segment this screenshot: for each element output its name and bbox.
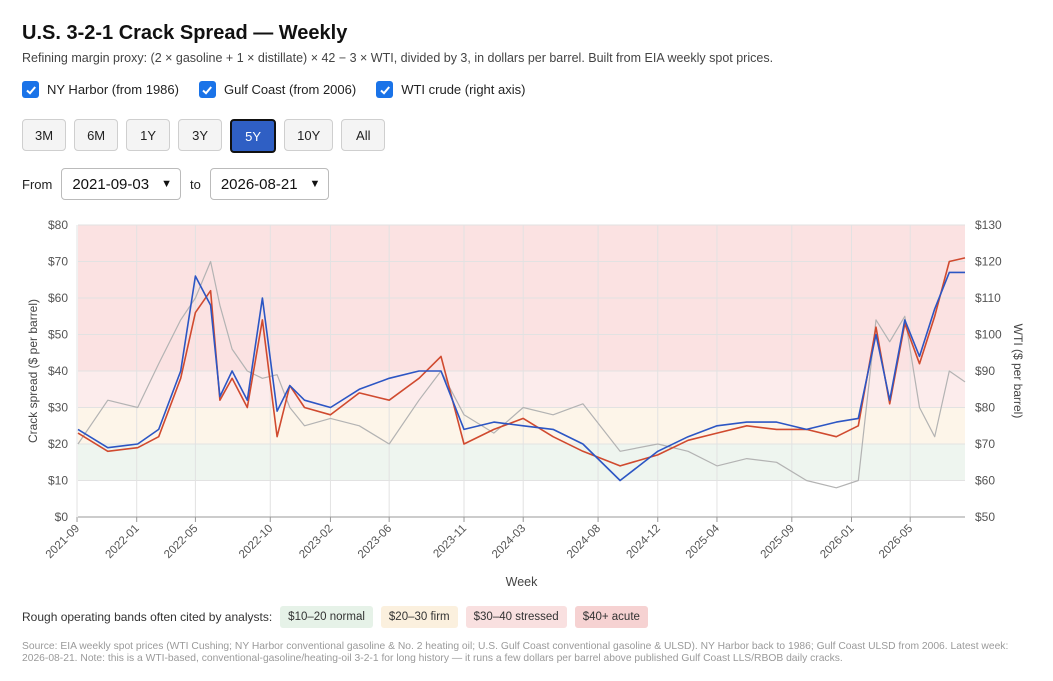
toggle-label: Gulf Coast (from 2006): [223, 82, 357, 97]
to-label: to: [189, 176, 201, 192]
range-button-10y[interactable]: 10Y: [284, 119, 334, 151]
chevron-down-icon: ▼: [161, 178, 172, 190]
y-tick-label: $60: [48, 291, 68, 305]
y2-tick-label: $50: [975, 510, 995, 524]
y-tick-label: $30: [48, 401, 68, 415]
y2-tick-label: $90: [975, 364, 995, 378]
checkbox-checked-icon[interactable]: [376, 81, 394, 98]
x-tick-label: 2024-12: [625, 523, 663, 561]
x-tick-label: 2023-06: [356, 523, 394, 561]
date-range-controls: From 2021-09-03 ▼ to 2026-08-21 ▼: [22, 168, 330, 200]
from-label: From: [22, 176, 53, 192]
y2-tick-label: $110: [975, 291, 1001, 305]
toggle-label: WTI crude (right axis): [401, 82, 526, 97]
operating-bands-legend: Rough operating bands often cited by ana…: [22, 606, 648, 628]
range-button-all[interactable]: All: [341, 119, 386, 151]
checkbox-checked-icon[interactable]: [22, 81, 39, 98]
page-subtitle: Refining margin proxy: (2 × gasoline + 1…: [22, 51, 774, 65]
band-chip-normal: $10–20 normal: [280, 606, 373, 628]
y2-tick-label: $100: [975, 328, 1002, 342]
toggle-ny-harbor[interactable]: NY Harbor (from 1986): [22, 81, 179, 98]
from-date-select[interactable]: 2021-09-03 ▼: [61, 168, 181, 200]
y-tick-label: $80: [48, 218, 68, 232]
range-buttons: 3M 6M 1Y 3Y 5Y 10Y All: [22, 119, 386, 153]
range-button-5y[interactable]: 5Y: [230, 119, 277, 153]
range-button-6m[interactable]: 6M: [74, 119, 119, 151]
page-title: U.S. 3-2-1 Crack Spread — Weekly: [22, 22, 348, 44]
checkbox-checked-icon[interactable]: [198, 81, 216, 98]
x-tick-label: 2022-10: [237, 523, 275, 561]
range-button-3m[interactable]: 3M: [22, 119, 67, 151]
toggle-gulf-coast[interactable]: Gulf Coast (from 2006): [198, 81, 357, 98]
y-tick-label: $40: [48, 364, 68, 378]
source-note: Source: EIA weekly spot prices (WTI Cush…: [22, 641, 1009, 664]
x-axis-title: Week: [506, 575, 538, 589]
y2-tick-label: $120: [975, 255, 1002, 269]
x-tick-label: 2023-11: [431, 523, 469, 561]
x-tick-label: 2024-08: [565, 523, 603, 561]
to-date-value: 2026-08-21: [220, 175, 298, 193]
y-tick-label: $10: [48, 474, 68, 488]
y-tick-label: $70: [48, 255, 68, 269]
band-chip-stressed: $30–40 stressed: [465, 606, 567, 628]
y-tick-label: $20: [48, 437, 68, 451]
y2-tick-label: $80: [975, 401, 995, 415]
crack-spread-chart: $0 $50 $10 $60 $20 $70 $30 $80 $40 $90 $50 $100 $60 $…: [26, 218, 1025, 589]
x-tick-label: 2026-01: [818, 523, 856, 561]
y2-tick-label: $130: [975, 218, 1002, 232]
band-region-3: [78, 371, 965, 408]
toggle-wti-crude[interactable]: WTI crude (right axis): [376, 81, 525, 98]
from-date-value: 2021-09-03: [72, 175, 150, 193]
range-button-3y[interactable]: 3Y: [178, 119, 223, 151]
x-tick-label: 2025-04: [684, 522, 723, 561]
x-tick-label: 2024-03: [490, 523, 528, 561]
chevron-down-icon: ▼: [309, 178, 321, 190]
series-line-wti: [77, 260, 966, 489]
series-line-gulf-coast: [77, 271, 965, 482]
y-axis-title: Crack spread ($ per barrel): [26, 299, 40, 443]
x-tick-label: 2021-09: [44, 523, 82, 561]
series-toggles: NY Harbor (from 1986) Gulf Coast (from 2…: [22, 81, 525, 98]
y2-axis-title: WTI ($ per barrel): [1011, 324, 1025, 419]
band-region-0: [78, 480, 965, 517]
y2-tick-label: $70: [975, 437, 995, 451]
x-tick-label: 2022-05: [162, 523, 200, 561]
y-tick-label: $50: [48, 328, 68, 342]
range-button-1y[interactable]: 1Y: [126, 119, 171, 151]
toggle-label: NY Harbor (from 1986): [47, 82, 179, 97]
to-date-select[interactable]: 2026-08-21 ▼: [209, 168, 330, 200]
band-chip-firm: $20–30 firm: [380, 606, 458, 628]
band-region-1: [78, 444, 965, 481]
y-tick-label: $0: [55, 510, 69, 524]
x-tick-label: 2022-01: [103, 523, 141, 561]
x-tick-label: 2026-05: [877, 523, 915, 561]
x-tick-label: 2025-09: [759, 523, 797, 561]
y2-tick-label: $60: [975, 474, 995, 488]
x-tick-label: 2023-02: [297, 523, 335, 561]
band-chip-acute: $40+ acute: [574, 606, 648, 628]
bands-label: Rough operating bands often cited by ana…: [22, 610, 273, 624]
